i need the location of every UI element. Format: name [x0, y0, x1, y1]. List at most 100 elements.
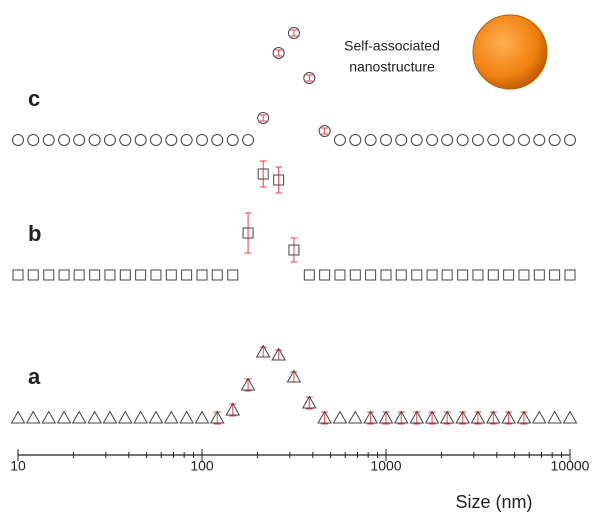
marker [349, 134, 362, 146]
error-bar [229, 403, 237, 417]
marker [209, 410, 225, 424]
error-bar [290, 29, 298, 37]
marker [410, 134, 423, 146]
marker [240, 377, 256, 391]
marker [257, 112, 270, 124]
error-bar [397, 411, 405, 425]
marker [87, 410, 103, 424]
marker [441, 269, 453, 281]
marker [88, 134, 101, 146]
marker [196, 134, 208, 146]
marker [119, 269, 131, 281]
marker [533, 269, 545, 281]
marker [165, 269, 177, 281]
marker [503, 269, 515, 281]
error-bar [259, 160, 267, 188]
x-axis-title: Size (nm) [455, 492, 532, 512]
error-bar [275, 166, 283, 194]
marker [533, 134, 546, 146]
marker [365, 269, 377, 281]
marker [211, 134, 224, 146]
x-tick-label: 10 [10, 458, 26, 474]
marker [517, 134, 530, 146]
marker [426, 134, 439, 146]
marker [163, 410, 179, 424]
error-bar [275, 349, 283, 361]
marker [485, 410, 501, 424]
marker [71, 410, 87, 424]
marker [319, 269, 331, 281]
marker [332, 410, 348, 424]
marker [117, 410, 133, 424]
error-bar [213, 411, 221, 425]
marker [301, 395, 317, 409]
error-bar [244, 212, 252, 254]
marker [179, 410, 194, 424]
marker [89, 269, 101, 281]
error-bar [305, 396, 313, 410]
marker [134, 134, 147, 146]
marker [73, 269, 85, 281]
marker [43, 269, 55, 281]
error-bar [321, 127, 329, 135]
marker [395, 269, 407, 281]
marker [487, 269, 499, 281]
marker [257, 168, 269, 180]
error-bar [321, 411, 329, 425]
error-bar [443, 411, 451, 425]
series-label: c [28, 86, 40, 111]
marker [10, 410, 26, 424]
marker [27, 134, 40, 146]
marker [441, 134, 454, 146]
marker [317, 410, 332, 424]
marker [502, 134, 515, 146]
marker [470, 410, 486, 424]
marker [424, 410, 440, 424]
marker [380, 269, 392, 281]
marker [548, 134, 561, 146]
error-bar [428, 411, 436, 425]
error-bar [290, 371, 298, 383]
marker [457, 269, 469, 281]
marker [287, 27, 300, 39]
marker [334, 269, 346, 281]
marker [103, 134, 116, 146]
marker [196, 269, 208, 281]
marker [333, 134, 346, 146]
marker [409, 410, 425, 424]
marker [58, 134, 71, 146]
error-bar [520, 411, 528, 425]
marker [562, 410, 578, 424]
marker [119, 134, 132, 146]
marker [135, 269, 147, 281]
marker [547, 410, 562, 424]
error-bar [367, 411, 375, 425]
marker [227, 269, 239, 281]
marker [150, 269, 162, 281]
marker [242, 134, 255, 146]
marker [564, 269, 576, 281]
error-bar [413, 411, 421, 425]
error-bar [474, 411, 482, 425]
error-bar [244, 378, 252, 392]
marker [271, 347, 287, 361]
error-bar [290, 237, 298, 263]
marker [363, 410, 378, 424]
marker [148, 410, 164, 424]
marker [516, 410, 532, 424]
marker [411, 269, 423, 281]
marker [549, 269, 561, 281]
nanostructure-icon [472, 14, 548, 90]
marker [471, 134, 484, 146]
marker [286, 369, 302, 383]
marker [393, 410, 409, 424]
marker [378, 410, 394, 424]
marker [181, 269, 193, 281]
marker [472, 269, 484, 281]
marker [347, 410, 363, 424]
marker [41, 410, 57, 424]
marker [225, 402, 241, 416]
marker [165, 134, 178, 146]
marker [439, 410, 455, 424]
